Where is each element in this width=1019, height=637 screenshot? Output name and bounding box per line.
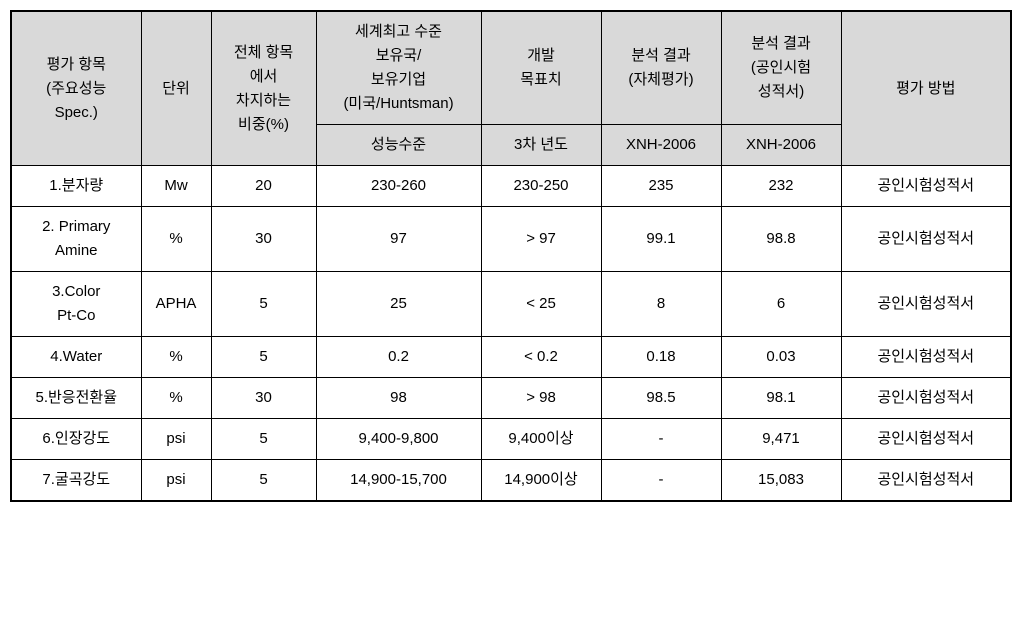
header-unit: 단위 — [141, 11, 211, 166]
cell-item: 2. PrimaryAmine — [11, 207, 141, 272]
cell-result-cert: 0.03 — [721, 337, 841, 378]
cell-item: 5.반응전환율 — [11, 378, 141, 419]
header-weight: 전체 항목에서차지하는비중(%) — [211, 11, 316, 166]
cell-unit: psi — [141, 419, 211, 460]
header-item: 평가 항목(주요성능Spec.) — [11, 11, 141, 166]
cell-result-self: - — [601, 419, 721, 460]
cell-weight: 30 — [211, 378, 316, 419]
cell-weight: 5 — [211, 460, 316, 502]
cell-item: 7.굴곡강도 — [11, 460, 141, 502]
header-method: 평가 방법 — [841, 11, 1011, 166]
cell-world-level: 0.2 — [316, 337, 481, 378]
cell-result-cert: 15,083 — [721, 460, 841, 502]
cell-result-cert: 9,471 — [721, 419, 841, 460]
cell-unit: psi — [141, 460, 211, 502]
table-row: 3.ColorPt-Co APHA 5 25 < 25 8 6 공인시험성적서 — [11, 272, 1011, 337]
cell-result-cert: 232 — [721, 166, 841, 207]
cell-target: 230-250 — [481, 166, 601, 207]
cell-result-self: 98.5 — [601, 378, 721, 419]
header-result-cert-bottom: XNH-2006 — [721, 125, 841, 166]
cell-weight: 30 — [211, 207, 316, 272]
table-row: 5.반응전환율 % 30 98 > 98 98.5 98.1 공인시험성적서 — [11, 378, 1011, 419]
cell-method: 공인시험성적서 — [841, 419, 1011, 460]
cell-method: 공인시험성적서 — [841, 460, 1011, 502]
cell-target: > 97 — [481, 207, 601, 272]
cell-item: 4.Water — [11, 337, 141, 378]
cell-world-level: 9,400-9,800 — [316, 419, 481, 460]
cell-unit: % — [141, 337, 211, 378]
cell-method: 공인시험성적서 — [841, 337, 1011, 378]
header-result-cert-top: 분석 결과(공인시험성적서) — [721, 11, 841, 125]
cell-target: > 98 — [481, 378, 601, 419]
header-target-bottom: 3차 년도 — [481, 125, 601, 166]
cell-item: 3.ColorPt-Co — [11, 272, 141, 337]
cell-unit: % — [141, 207, 211, 272]
cell-item: 1.분자량 — [11, 166, 141, 207]
table-row: 6.인장강도 psi 5 9,400-9,800 9,400이상 - 9,471… — [11, 419, 1011, 460]
cell-result-cert: 98.1 — [721, 378, 841, 419]
cell-weight: 5 — [211, 272, 316, 337]
header-result-self-bottom: XNH-2006 — [601, 125, 721, 166]
cell-item: 6.인장강도 — [11, 419, 141, 460]
cell-unit: % — [141, 378, 211, 419]
cell-result-self: 8 — [601, 272, 721, 337]
cell-world-level: 14,900-15,700 — [316, 460, 481, 502]
cell-method: 공인시험성적서 — [841, 207, 1011, 272]
cell-world-level: 25 — [316, 272, 481, 337]
header-world-level-bottom: 성능수준 — [316, 125, 481, 166]
cell-target: 14,900이상 — [481, 460, 601, 502]
table-row: 1.분자량 Mw 20 230-260 230-250 235 232 공인시험… — [11, 166, 1011, 207]
table-header: 평가 항목(주요성능Spec.) 단위 전체 항목에서차지하는비중(%) 세계최… — [11, 11, 1011, 166]
cell-result-cert: 6 — [721, 272, 841, 337]
cell-result-self: 0.18 — [601, 337, 721, 378]
cell-weight: 5 — [211, 337, 316, 378]
cell-world-level: 97 — [316, 207, 481, 272]
cell-target: < 25 — [481, 272, 601, 337]
cell-result-self: 99.1 — [601, 207, 721, 272]
cell-method: 공인시험성적서 — [841, 166, 1011, 207]
cell-result-self: 235 — [601, 166, 721, 207]
header-result-self-top: 분석 결과(자체평가) — [601, 11, 721, 125]
cell-target: < 0.2 — [481, 337, 601, 378]
cell-weight: 5 — [211, 419, 316, 460]
cell-result-cert: 98.8 — [721, 207, 841, 272]
cell-world-level: 230-260 — [316, 166, 481, 207]
cell-world-level: 98 — [316, 378, 481, 419]
spec-evaluation-table: 평가 항목(주요성능Spec.) 단위 전체 항목에서차지하는비중(%) 세계최… — [10, 10, 1012, 502]
cell-unit: Mw — [141, 166, 211, 207]
cell-weight: 20 — [211, 166, 316, 207]
cell-method: 공인시험성적서 — [841, 272, 1011, 337]
cell-result-self: - — [601, 460, 721, 502]
table-body: 1.분자량 Mw 20 230-260 230-250 235 232 공인시험… — [11, 166, 1011, 502]
table-row: 7.굴곡강도 psi 5 14,900-15,700 14,900이상 - 15… — [11, 460, 1011, 502]
cell-unit: APHA — [141, 272, 211, 337]
header-world-level-top: 세계최고 수준보유국/보유기업(미국/Huntsman) — [316, 11, 481, 125]
table-row: 4.Water % 5 0.2 < 0.2 0.18 0.03 공인시험성적서 — [11, 337, 1011, 378]
header-target-top: 개발목표치 — [481, 11, 601, 125]
cell-target: 9,400이상 — [481, 419, 601, 460]
cell-method: 공인시험성적서 — [841, 378, 1011, 419]
table-row: 2. PrimaryAmine % 30 97 > 97 99.1 98.8 공… — [11, 207, 1011, 272]
